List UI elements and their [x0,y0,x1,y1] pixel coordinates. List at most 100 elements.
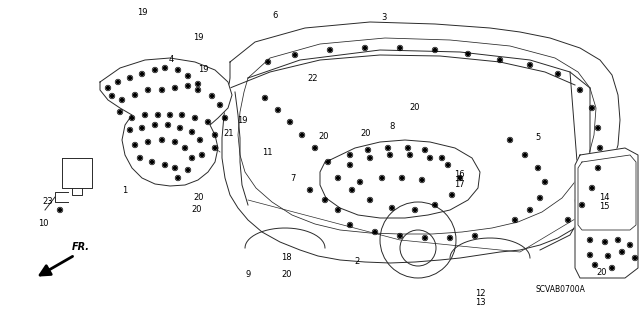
Circle shape [351,189,353,191]
Circle shape [380,176,383,180]
Circle shape [191,130,193,134]
Circle shape [147,88,150,92]
Circle shape [591,187,593,189]
Text: 12: 12 [475,289,485,298]
Circle shape [156,114,159,116]
Circle shape [308,189,312,191]
Text: 10: 10 [38,219,49,228]
Text: 19: 19 [137,8,147,17]
Circle shape [596,167,600,169]
Circle shape [420,178,424,182]
Text: SCVAB0700A: SCVAB0700A [535,286,585,294]
Circle shape [348,153,351,157]
Circle shape [276,108,280,112]
Circle shape [106,86,109,90]
Circle shape [173,86,177,90]
Circle shape [474,234,477,238]
Circle shape [147,140,150,144]
Text: 14: 14 [600,193,610,202]
Circle shape [120,99,124,101]
Circle shape [177,176,180,180]
Circle shape [150,160,154,164]
Circle shape [180,114,184,116]
Circle shape [140,126,143,130]
Circle shape [337,208,340,211]
Circle shape [364,47,367,49]
Text: 3: 3 [381,13,387,22]
Circle shape [513,219,516,221]
Polygon shape [100,58,232,186]
Text: 5: 5 [535,133,540,142]
Circle shape [449,236,452,240]
Circle shape [467,52,470,56]
Circle shape [223,116,227,120]
Text: 20: 20 [282,271,292,279]
Polygon shape [320,140,480,218]
Circle shape [186,85,189,87]
Circle shape [138,156,141,160]
Circle shape [529,63,532,67]
Circle shape [529,208,532,211]
Text: 20: 20 [318,132,328,141]
Circle shape [58,208,61,211]
Circle shape [390,206,394,210]
Circle shape [591,107,593,109]
Circle shape [191,156,193,160]
Circle shape [166,123,170,127]
Circle shape [388,153,392,157]
Circle shape [163,66,166,70]
Circle shape [289,121,292,123]
Text: 20: 20 [410,103,420,112]
Circle shape [323,198,326,202]
Circle shape [154,69,157,71]
Circle shape [198,138,202,142]
Text: 23: 23 [43,197,53,206]
Text: 19: 19 [198,65,209,74]
Polygon shape [575,148,638,278]
Circle shape [300,133,303,137]
Text: 6: 6 [273,11,278,20]
Circle shape [186,168,189,172]
Circle shape [538,197,541,200]
Circle shape [328,48,332,52]
Circle shape [161,138,164,142]
Circle shape [314,146,317,150]
Circle shape [428,156,431,160]
Circle shape [200,153,204,157]
Circle shape [556,72,559,76]
Circle shape [451,193,454,197]
Circle shape [163,163,166,167]
Circle shape [524,153,527,157]
Circle shape [399,234,401,238]
Circle shape [634,256,637,260]
Circle shape [214,146,216,150]
Circle shape [598,146,602,150]
Circle shape [264,96,266,100]
Circle shape [134,93,136,97]
Circle shape [499,58,502,62]
Circle shape [168,114,172,116]
Circle shape [266,61,269,63]
Circle shape [447,163,449,167]
Circle shape [140,72,143,76]
Circle shape [211,94,214,98]
Circle shape [508,138,511,142]
Circle shape [369,198,372,202]
Circle shape [588,254,591,256]
Text: 19: 19 [237,116,247,125]
Circle shape [543,181,547,183]
Text: 20: 20 [596,268,607,277]
Circle shape [593,263,596,267]
Circle shape [408,153,412,157]
Circle shape [154,123,157,127]
Circle shape [433,204,436,206]
Circle shape [458,176,461,180]
Text: 15: 15 [600,202,610,211]
Circle shape [118,110,122,114]
Text: 17: 17 [454,180,465,189]
Circle shape [604,241,607,243]
Circle shape [116,80,120,84]
Text: 2: 2 [355,257,360,266]
Circle shape [413,208,417,211]
Circle shape [580,204,584,206]
